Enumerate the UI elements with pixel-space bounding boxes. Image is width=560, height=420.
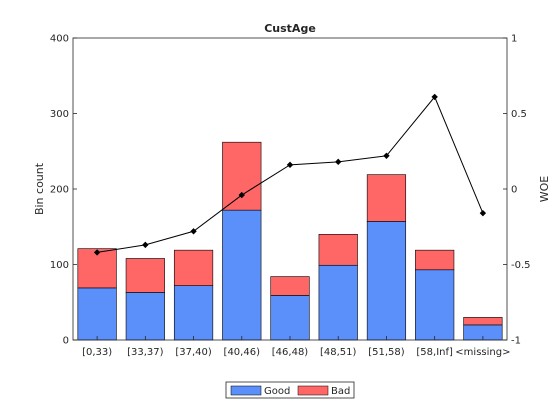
woe-point-7 (431, 93, 438, 101)
woe-point-2 (190, 228, 197, 235)
legend-swatch-good (230, 385, 262, 396)
bars (77, 141, 503, 341)
left-tick-label-3: 300 (50, 109, 69, 120)
left-tick-label-1: 100 (50, 260, 69, 271)
x-tick-label-1: [33,37) (127, 347, 164, 358)
bar-bad-4 (270, 276, 310, 296)
x-tick-label-0: [0,33) (82, 347, 112, 358)
x-axis-ticks: [0,33) [33,37) [37,40) [40,46) [46,48) [48,51… (82, 336, 510, 358)
woe-point-4 (286, 161, 294, 169)
x-tick-label-5: [48,51) (320, 347, 357, 358)
bar-bad-3 (222, 141, 262, 211)
woe-point-6 (383, 152, 390, 159)
bar-bad-6 (366, 174, 407, 222)
bar-bad-8 (463, 317, 503, 326)
right-tick-label-0: -1 (511, 336, 521, 347)
chart-title: CustAge (264, 22, 316, 35)
legend-swatch-bad (297, 385, 329, 396)
left-axis-ticks: 0 100 200 300 400 (50, 34, 77, 347)
bar-good-3 (222, 209, 262, 341)
x-tick-label-8: <missing> (455, 347, 510, 358)
bar-good-4 (270, 295, 310, 341)
right-tick-label-1: -0.5 (511, 260, 531, 271)
x-tick-label-2: [37,40) (175, 347, 212, 358)
bar-good-1 (125, 292, 165, 341)
legend-label-good: Good (264, 386, 290, 397)
left-tick-label-0: 0 (63, 336, 69, 347)
bar-good-2 (173, 285, 214, 341)
y-axis-label: Bin count (33, 162, 46, 215)
bar-bad-7 (415, 249, 455, 271)
x-tick-label-6: [51,58) (368, 347, 405, 358)
y2-axis-label: WOE (538, 176, 551, 203)
bar-bad-5 (318, 234, 358, 266)
left-tick-label-4: 400 (50, 34, 69, 45)
woe-point-1 (142, 241, 149, 249)
bar-bad-1 (125, 258, 165, 293)
bar-good-5 (318, 264, 358, 341)
left-tick-label-2: 200 (50, 185, 69, 196)
right-tick-label-2: 0 (511, 185, 517, 196)
woe-line (93, 93, 487, 256)
x-tick-label-7: [58,Inf] (416, 347, 453, 358)
bar-bad-2 (173, 249, 214, 286)
x-tick-label-3: [40,46) (224, 347, 261, 358)
woe-point-3 (238, 191, 245, 199)
woe-point-8 (479, 209, 487, 217)
bar-good-6 (366, 221, 407, 341)
right-tick-label-3: 0.5 (511, 109, 527, 120)
right-tick-label-4: 1 (511, 34, 517, 45)
woe-point-0 (93, 249, 101, 256)
right-axis-ticks: -1 -0.5 0 0.5 1 (503, 34, 531, 347)
legend: Good Bad (225, 381, 355, 399)
legend-label-bad: Bad (331, 386, 350, 397)
x-tick-label-4: [46,48) (272, 347, 309, 358)
woe-point-5 (335, 158, 342, 166)
bar-good-0 (77, 287, 117, 341)
bar-good-7 (415, 269, 455, 341)
